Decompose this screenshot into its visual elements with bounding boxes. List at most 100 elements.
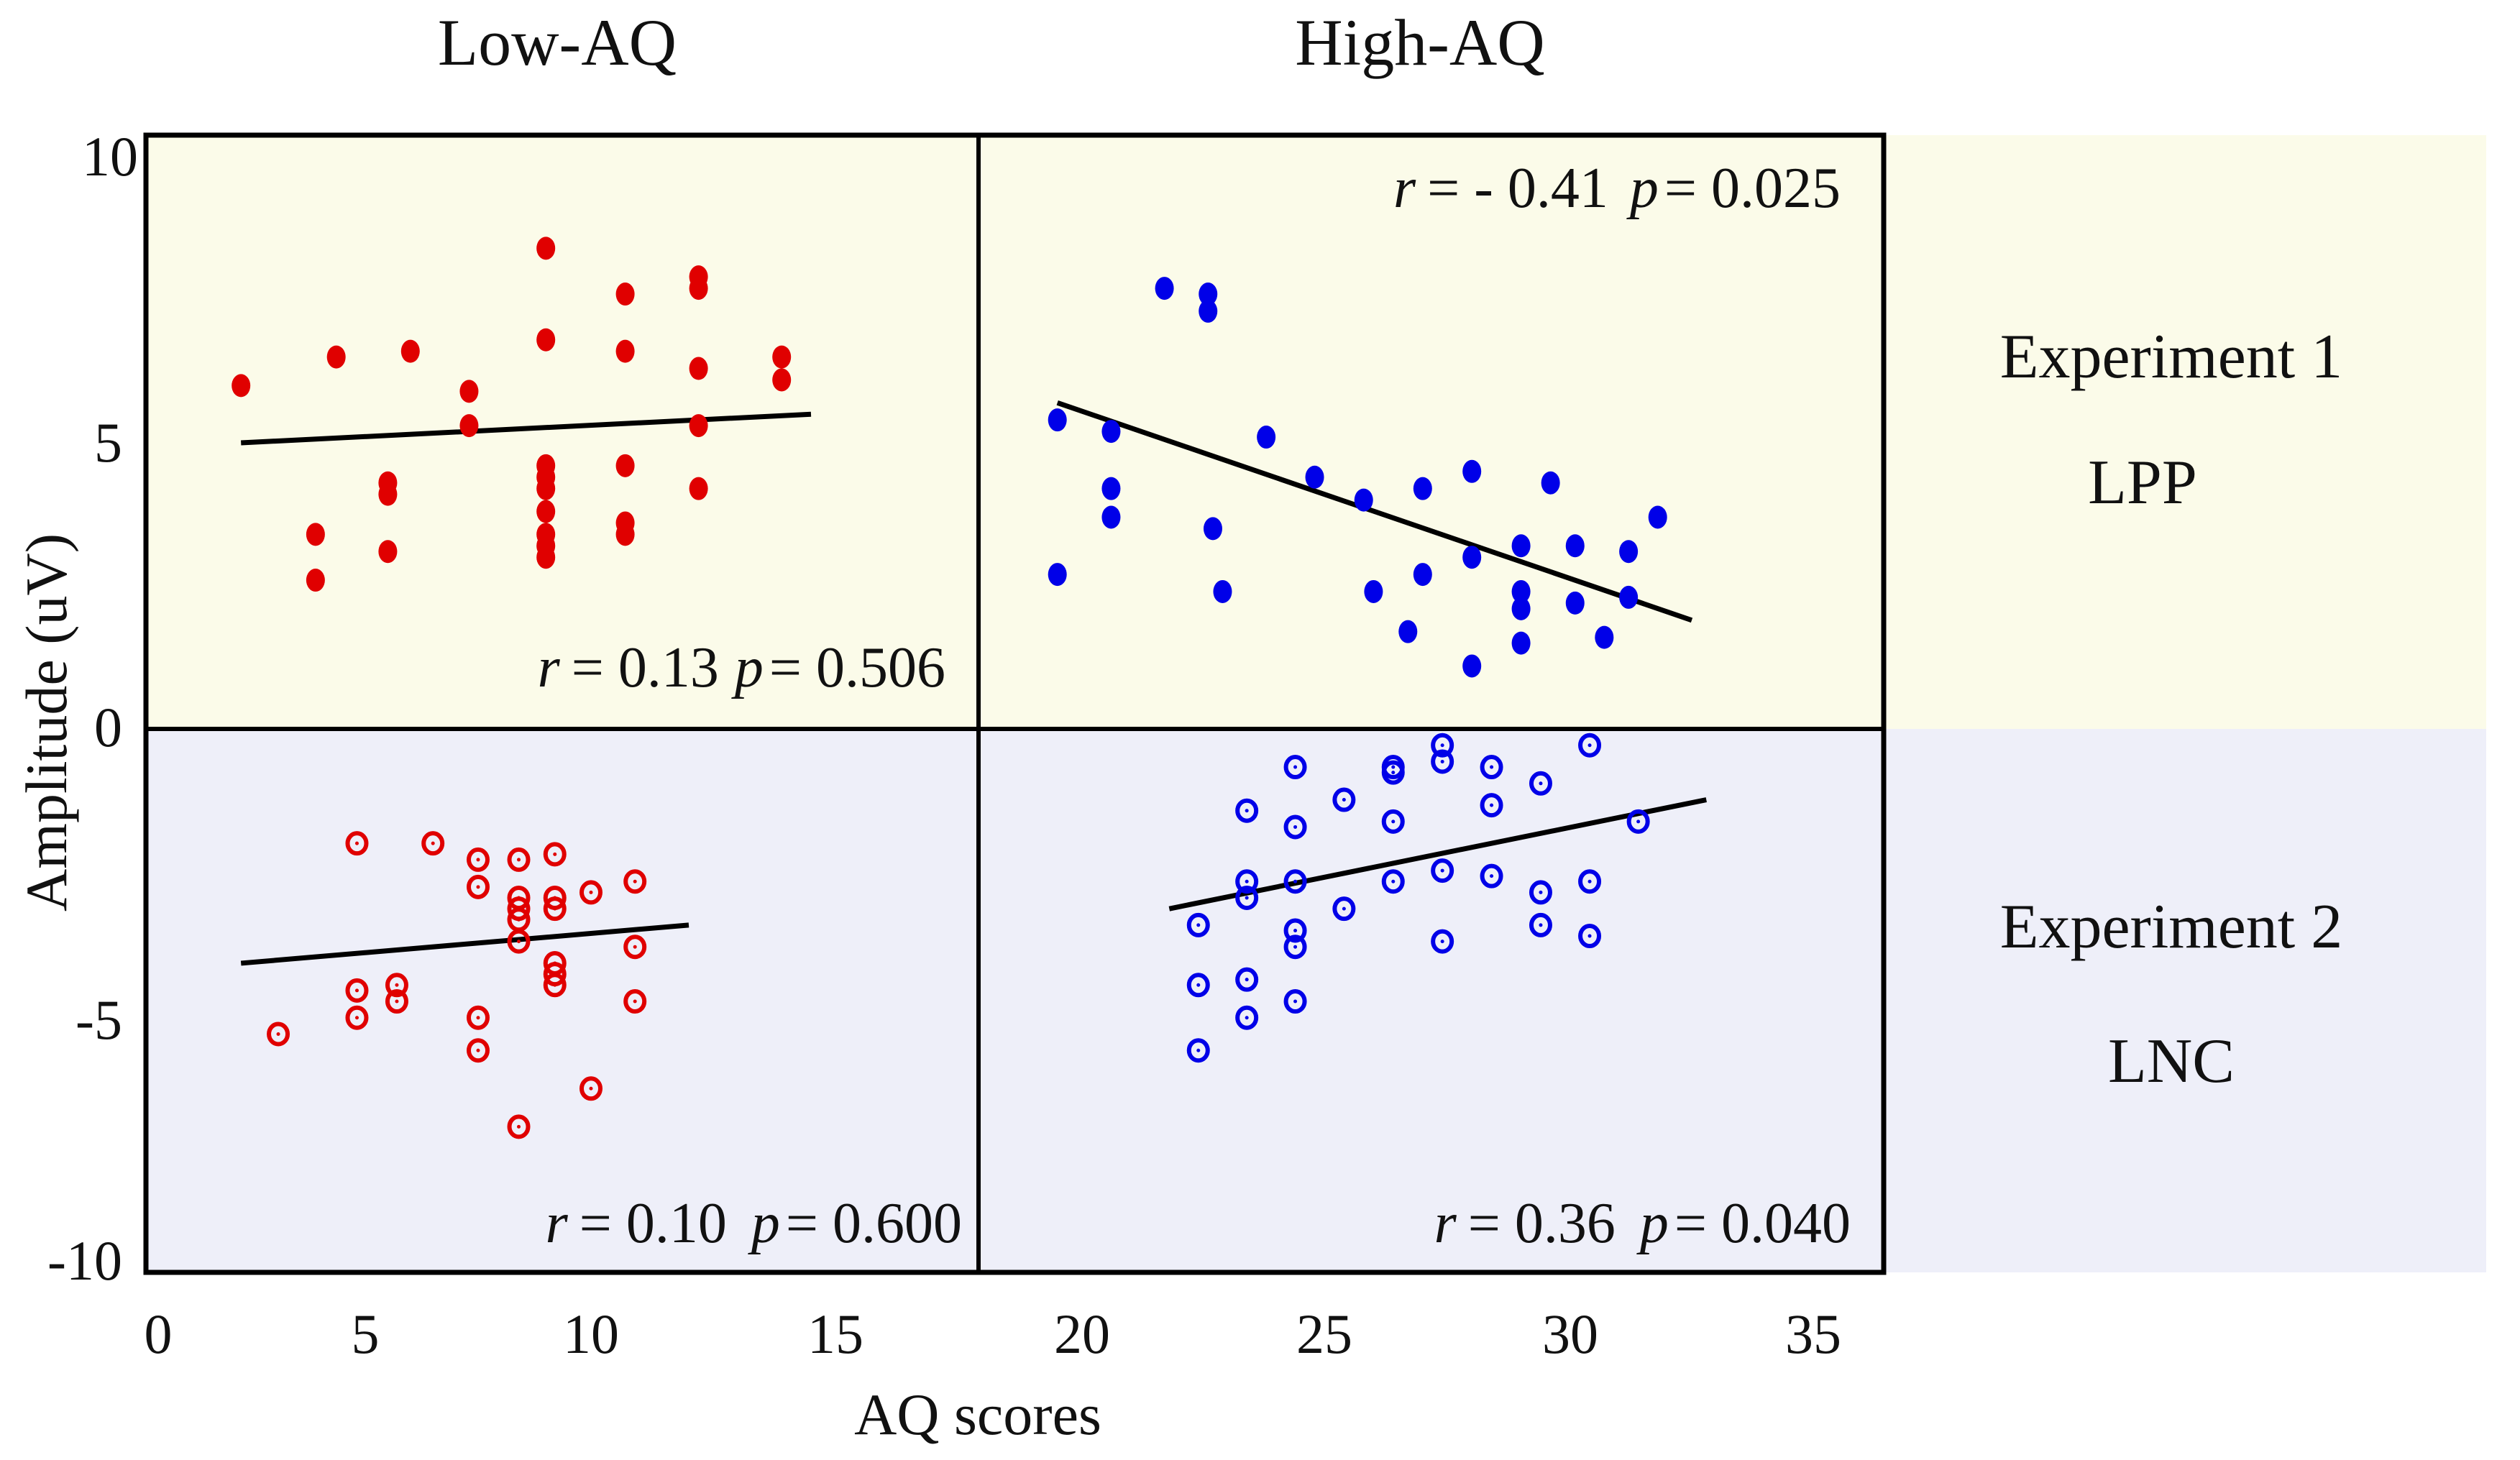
data-point	[1048, 408, 1067, 432]
data-point-center	[1440, 743, 1444, 748]
data-point-center	[1245, 809, 1249, 813]
points-low-aq-experiment-1	[232, 237, 792, 592]
p-symbol: p	[1626, 157, 1659, 220]
data-point-center	[1245, 978, 1249, 982]
p-symbol: p	[731, 636, 764, 699]
data-point-center	[354, 988, 359, 993]
data-point	[267, 1021, 290, 1047]
data-point	[1235, 869, 1259, 894]
points-high-aq-experiment-2	[1186, 733, 1650, 1063]
data-point	[507, 929, 531, 954]
data-point	[467, 1005, 490, 1030]
data-point-center	[1440, 759, 1444, 763]
data-point	[385, 989, 408, 1014]
data-point	[1235, 885, 1259, 910]
fit-line-high-aq-experiment-1	[1056, 400, 1693, 623]
data-point	[1626, 809, 1650, 834]
data-point	[1364, 579, 1383, 603]
data-point	[1101, 477, 1121, 500]
r-value: = - 0.41	[1427, 157, 1608, 220]
data-point	[1332, 787, 1356, 812]
data-point-center	[1196, 1048, 1201, 1052]
data-point-center	[1587, 879, 1592, 883]
data-point	[543, 842, 567, 867]
data-point	[1186, 973, 1210, 998]
data-point	[536, 328, 556, 352]
data-point-center	[1245, 1016, 1249, 1020]
data-point	[421, 831, 445, 856]
r-symbol: r	[1434, 1192, 1457, 1255]
x-tick-label: 15	[807, 1303, 863, 1365]
data-point-center	[589, 1086, 593, 1091]
data-point	[378, 482, 398, 506]
data-point	[1283, 935, 1307, 960]
data-point	[543, 973, 567, 998]
data-point	[536, 237, 556, 260]
data-point-center	[1440, 868, 1444, 873]
data-point	[345, 1005, 369, 1030]
data-point	[1283, 814, 1307, 840]
data-point	[467, 874, 490, 899]
data-point	[1578, 869, 1602, 894]
data-point-center	[517, 940, 521, 944]
data-point	[543, 896, 567, 922]
data-point-center	[431, 841, 435, 845]
data-point-center	[1539, 923, 1543, 927]
data-point	[459, 380, 479, 403]
data-point-center	[1587, 934, 1592, 938]
r-value: = 0.36	[1468, 1192, 1616, 1255]
x-tick-label: 5	[352, 1303, 380, 1365]
points-high-aq-experiment-1	[1048, 277, 1667, 678]
x-tick-label: 35	[1785, 1303, 1841, 1365]
y-tick-label: -10	[47, 1229, 122, 1292]
data-point	[615, 454, 635, 477]
p-symbol: p	[748, 1192, 780, 1255]
data-point-center	[517, 1124, 521, 1129]
data-point-center	[476, 885, 480, 889]
data-point-center	[633, 879, 637, 883]
p-symbol: p	[1636, 1192, 1669, 1255]
data-point	[1462, 546, 1482, 569]
data-point	[689, 277, 708, 300]
data-point-center	[1342, 906, 1346, 911]
data-point-center	[553, 983, 557, 987]
data-point	[1354, 488, 1373, 512]
data-point	[1541, 471, 1560, 495]
data-point-center	[395, 999, 399, 1004]
row-2-label-background	[1884, 729, 2486, 1272]
data-point	[1381, 809, 1405, 834]
stat-annotation-high-aq-experiment-2: r = 0.36 p = 0.040	[1434, 1192, 1851, 1255]
p-value: = 0.040	[1674, 1192, 1851, 1255]
data-point	[689, 477, 708, 500]
data-point-center	[1539, 781, 1543, 786]
data-point	[1283, 869, 1307, 894]
data-point	[400, 339, 420, 363]
data-point-center	[1245, 896, 1249, 900]
x-axis-label: AQ scores	[854, 1382, 1101, 1447]
data-point	[1529, 880, 1552, 905]
data-point-center	[1196, 983, 1201, 987]
data-point	[1619, 585, 1639, 609]
column-title-high-aq: High-AQ	[1295, 6, 1545, 79]
data-point-center	[1293, 945, 1298, 949]
data-point	[536, 477, 556, 500]
data-point	[689, 357, 708, 380]
data-point	[1381, 869, 1405, 894]
row-label-lpp: LPP	[2088, 448, 2197, 518]
data-point	[1235, 1005, 1259, 1030]
data-point	[1413, 477, 1432, 500]
r-symbol: r	[546, 1192, 569, 1255]
data-point	[1199, 283, 1218, 306]
data-point	[1235, 967, 1259, 992]
data-point-center	[276, 1032, 280, 1036]
data-point-center	[476, 1016, 480, 1020]
data-point	[1648, 505, 1667, 529]
column-title-low-aq: Low-AQ	[438, 6, 677, 79]
data-point	[1480, 755, 1503, 780]
data-point-center	[1490, 874, 1494, 878]
data-point	[467, 847, 490, 872]
data-point-center	[354, 841, 359, 845]
stat-annotation-high-aq-experiment-1: r = - 0.41 p = 0.025	[1393, 157, 1841, 220]
data-point-center	[553, 852, 557, 856]
